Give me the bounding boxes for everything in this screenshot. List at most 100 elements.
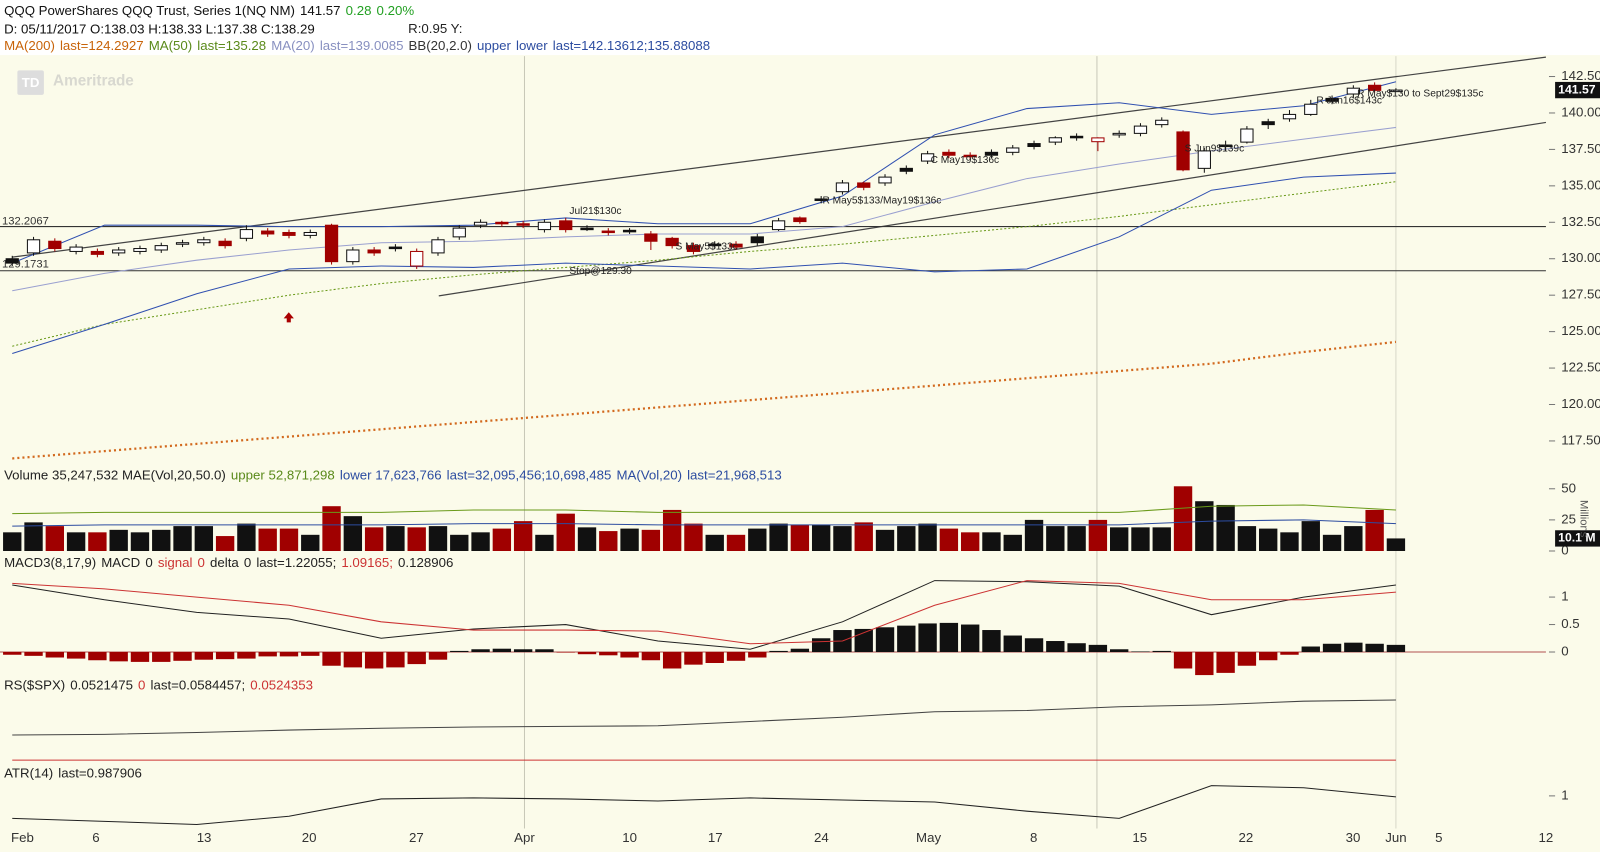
bar bbox=[45, 652, 65, 658]
bar bbox=[386, 526, 405, 551]
bar bbox=[492, 528, 512, 551]
header-text: MACD3(8,17,9) bbox=[4, 555, 96, 570]
bar bbox=[1280, 532, 1299, 551]
y-tick-label: 120.00 bbox=[1561, 396, 1600, 411]
bar bbox=[641, 529, 661, 551]
header-text: MA(50) bbox=[149, 37, 192, 52]
candle-body bbox=[622, 229, 637, 233]
candle-body bbox=[175, 242, 190, 245]
y-tick-label: 122.50 bbox=[1561, 360, 1600, 375]
bar bbox=[535, 534, 554, 551]
candle-body bbox=[197, 239, 211, 244]
bar bbox=[790, 524, 810, 551]
x-tick-label: 20 bbox=[302, 830, 317, 845]
bar bbox=[471, 532, 490, 551]
bar bbox=[428, 526, 448, 551]
x-tick-label: 15 bbox=[1132, 830, 1147, 845]
bar bbox=[237, 523, 256, 551]
bar bbox=[1173, 652, 1193, 669]
bar bbox=[641, 652, 661, 661]
candle-body bbox=[1261, 121, 1275, 126]
bar bbox=[1003, 635, 1022, 653]
bar bbox=[450, 650, 469, 653]
x-tick-label: 12 bbox=[1539, 830, 1554, 845]
reference-label: 132.2067 bbox=[2, 215, 49, 227]
y-tick-label: 142.50 bbox=[1561, 68, 1600, 83]
header-text: last=0.0584457; bbox=[151, 677, 246, 692]
header-text: 0.28 bbox=[346, 3, 372, 18]
logo: TD bbox=[22, 75, 40, 90]
candle-body bbox=[580, 227, 594, 231]
bar bbox=[215, 652, 235, 660]
candle-body bbox=[793, 217, 807, 223]
header-text: 0 bbox=[145, 555, 152, 570]
header-text: 0 bbox=[244, 555, 251, 570]
candle-body bbox=[48, 240, 62, 250]
bar bbox=[1301, 521, 1320, 551]
candle-body bbox=[1133, 125, 1148, 134]
bar bbox=[152, 652, 171, 662]
bar bbox=[88, 532, 107, 551]
header-text: 0 bbox=[198, 555, 205, 570]
header-text: Volume 35,247,532 MAE(Vol,20,50.0) bbox=[4, 467, 226, 482]
candle-body bbox=[1218, 144, 1233, 148]
candle-body bbox=[1048, 137, 1062, 143]
y-tick-label: 140.00 bbox=[1561, 104, 1600, 119]
bar bbox=[1088, 519, 1108, 551]
x-tick-label: Feb bbox=[11, 830, 34, 845]
candle-body bbox=[112, 249, 126, 254]
bar bbox=[322, 652, 341, 666]
header-text: 0.128906 bbox=[398, 555, 453, 570]
x-tick-label: 27 bbox=[409, 830, 424, 845]
x-tick-label: 10 bbox=[622, 830, 637, 845]
bar bbox=[279, 652, 299, 657]
candle-body bbox=[644, 233, 658, 242]
bar bbox=[854, 522, 873, 551]
indicator-line bbox=[12, 126, 1396, 292]
y-tick-label: 1 bbox=[1561, 589, 1568, 604]
candle-body bbox=[601, 230, 615, 234]
bar bbox=[428, 652, 448, 660]
candle-body bbox=[1325, 97, 1339, 102]
header-text: MA(Vol,20) bbox=[616, 467, 682, 482]
logo-box bbox=[17, 70, 44, 95]
bar bbox=[1195, 652, 1214, 676]
bar bbox=[1237, 526, 1257, 551]
header-text: QQQ PowerShares QQQ Trust, Series 1(NQ N… bbox=[4, 3, 295, 18]
bar bbox=[450, 534, 469, 551]
annotation: S May5$133c bbox=[676, 242, 738, 253]
bar bbox=[1216, 652, 1235, 673]
bar bbox=[726, 652, 746, 661]
trend-line bbox=[12, 56, 1546, 258]
bar bbox=[1386, 538, 1406, 551]
header-text: lower 17,623,766 bbox=[340, 467, 442, 482]
header-text: MACD bbox=[101, 555, 140, 570]
candle-body bbox=[984, 151, 999, 156]
header-text: D: 05/11/2017 O:138.03 H:138.33 L:137.38… bbox=[4, 21, 315, 36]
annotation: Stop@129.30 bbox=[569, 266, 632, 277]
indicator-line bbox=[12, 340, 1397, 460]
bar bbox=[599, 652, 618, 656]
bar bbox=[662, 509, 682, 551]
candle-body bbox=[665, 237, 679, 247]
candle-body bbox=[218, 240, 232, 247]
candle-body bbox=[388, 246, 403, 250]
y-tick-label: 1 bbox=[1561, 787, 1568, 802]
axis-label: Millions bbox=[1578, 500, 1590, 538]
bar bbox=[492, 648, 512, 653]
x-tick-label: 17 bbox=[708, 830, 723, 845]
y-tick-label: 117.50 bbox=[1561, 432, 1600, 447]
watermark: Ameritrade bbox=[53, 73, 134, 90]
bar bbox=[109, 652, 128, 662]
candle-body bbox=[1027, 143, 1041, 148]
header-line: MACD3(8,17,9) MACD 0 signal 0 delta 0 last=1.22… bbox=[4, 555, 453, 570]
bar bbox=[130, 532, 150, 551]
candle-body bbox=[133, 248, 147, 252]
bar bbox=[1259, 652, 1278, 661]
bar bbox=[386, 652, 405, 668]
bar bbox=[1195, 501, 1214, 551]
bar bbox=[45, 526, 65, 551]
bar bbox=[684, 523, 703, 551]
price-box bbox=[1555, 81, 1600, 99]
